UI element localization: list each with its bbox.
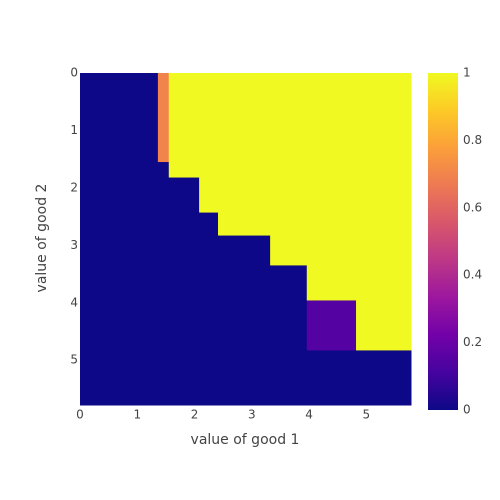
heatmap-cell bbox=[270, 73, 308, 163]
heatmap-cell bbox=[356, 212, 412, 237]
heatmap-cell bbox=[306, 212, 357, 237]
heatmap-cell bbox=[199, 235, 219, 266]
heatmap-cell bbox=[306, 265, 357, 301]
y-tick-label: 2 bbox=[70, 180, 78, 194]
heatmap-cell bbox=[199, 162, 219, 179]
heatmap-cell bbox=[80, 162, 159, 179]
heatmap-cell bbox=[157, 212, 170, 237]
heatmap-cell bbox=[218, 300, 271, 351]
heatmap-cell bbox=[218, 177, 271, 214]
heatmap-cell bbox=[199, 212, 219, 237]
colorbar-tick-label: 0 bbox=[463, 403, 471, 417]
heatmap-cell bbox=[157, 73, 170, 163]
heatmap-cell bbox=[306, 177, 357, 214]
x-tick-label: 3 bbox=[248, 408, 256, 422]
heatmap-cell bbox=[306, 300, 357, 351]
heatmap-cell bbox=[80, 350, 159, 406]
heatmap-cell bbox=[356, 73, 412, 163]
x-tick-label: 5 bbox=[363, 408, 371, 422]
heatmap-cell bbox=[199, 73, 219, 163]
heatmap-cell bbox=[218, 162, 271, 179]
heatmap-cell bbox=[168, 177, 200, 214]
x-axis-title: value of good 1 bbox=[191, 432, 300, 448]
heatmap-cell bbox=[157, 300, 170, 351]
heatmap-cell bbox=[157, 350, 170, 406]
heatmap-cell bbox=[199, 265, 219, 301]
heatmap-cell bbox=[80, 300, 159, 351]
heatmap-cell bbox=[270, 265, 308, 301]
colorbar bbox=[428, 73, 458, 410]
colorbar-tick-label: 0.2 bbox=[463, 335, 482, 349]
heatmap-cell bbox=[157, 177, 170, 214]
heatmap-cell bbox=[168, 162, 200, 179]
heatmap-cell bbox=[157, 162, 170, 179]
x-tick-label: 2 bbox=[191, 408, 199, 422]
colorbar-tick-label: 0.4 bbox=[463, 268, 482, 282]
heatmap-cell bbox=[270, 350, 308, 406]
heatmap-cell bbox=[218, 235, 271, 266]
heatmap-cell bbox=[80, 235, 159, 266]
heatmap-cell bbox=[157, 235, 170, 266]
y-tick-label: 3 bbox=[70, 238, 78, 252]
heatmap-cell bbox=[199, 350, 219, 406]
heatmap-cell bbox=[80, 265, 159, 301]
y-tick-label: 0 bbox=[70, 66, 78, 80]
heatmap-cell bbox=[218, 350, 271, 406]
heatmap-cell bbox=[168, 265, 200, 301]
x-tick-label: 4 bbox=[305, 408, 313, 422]
heatmap-cell bbox=[356, 162, 412, 179]
heatmap-cell bbox=[270, 162, 308, 179]
heatmap-cell bbox=[306, 162, 357, 179]
colorbar-tick-label: 1 bbox=[463, 66, 471, 80]
heatmap-cell bbox=[306, 73, 357, 163]
heatmap-cell bbox=[80, 212, 159, 237]
heatmap-cell bbox=[218, 212, 271, 237]
colorbar-tick-label: 0.6 bbox=[463, 200, 482, 214]
heatmap-cell bbox=[168, 235, 200, 266]
heatmap-cell bbox=[218, 265, 271, 301]
heatmap-cell bbox=[80, 73, 159, 163]
heatmap-cell bbox=[199, 177, 219, 214]
heatmap-cell bbox=[356, 235, 412, 266]
heatmap-cell bbox=[168, 73, 200, 163]
heatmap-cell bbox=[168, 212, 200, 237]
heatmap-cell bbox=[270, 300, 308, 351]
heatmap-cell bbox=[168, 350, 200, 406]
y-tick-label: 5 bbox=[70, 353, 78, 367]
heatmap-cell bbox=[270, 235, 308, 266]
heatmap-cell bbox=[356, 350, 412, 406]
heatmap-cell bbox=[168, 300, 200, 351]
heatmap-cell bbox=[306, 350, 357, 406]
heatmap-cell bbox=[270, 177, 308, 214]
x-tick-label: 1 bbox=[133, 408, 141, 422]
heatmap-cell bbox=[270, 212, 308, 237]
heatmap-cell bbox=[218, 73, 271, 163]
y-tick-label: 4 bbox=[70, 295, 78, 309]
heatmap-cell bbox=[356, 265, 412, 301]
heatmap-cell bbox=[80, 177, 159, 214]
heatmap-cell bbox=[199, 300, 219, 351]
y-tick-label: 1 bbox=[70, 123, 78, 137]
heatmap-cell bbox=[356, 177, 412, 214]
heatmap-cell bbox=[306, 235, 357, 266]
heatmap-cell bbox=[157, 265, 170, 301]
x-tick-label: 0 bbox=[76, 408, 84, 422]
y-axis-title: value of good 2 bbox=[34, 184, 50, 293]
heatmap-cell bbox=[356, 300, 412, 351]
colorbar-tick-label: 0.8 bbox=[463, 133, 482, 147]
